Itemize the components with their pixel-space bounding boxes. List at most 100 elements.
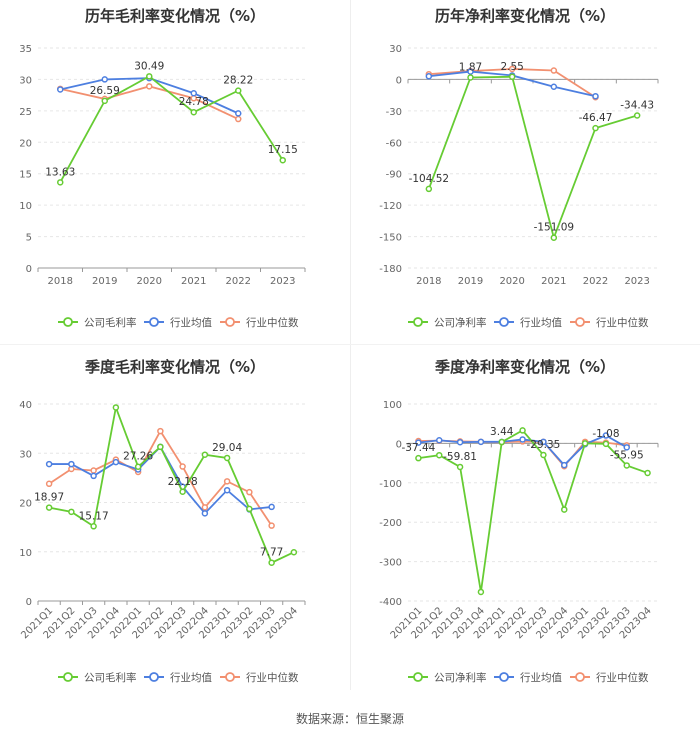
data-point-company <box>456 463 464 471</box>
y-tick-label: -60 <box>386 138 402 149</box>
x-tick-label: 2021 <box>181 276 206 287</box>
data-point-company <box>498 438 505 446</box>
y-tick-label: -150 <box>379 233 402 244</box>
data-label: -34.43 <box>620 99 654 111</box>
data-point-company <box>68 508 75 516</box>
x-tick-label: 2022 <box>226 276 251 287</box>
data-point-industry_median <box>235 115 242 123</box>
data-point-company <box>101 97 108 105</box>
y-tick-label: 0 <box>26 597 32 608</box>
legend-marker-industry_avg <box>149 672 159 682</box>
y-tick-label: 40 <box>19 400 32 411</box>
data-point-industry_avg <box>519 436 526 443</box>
y-tick-label: 10 <box>19 201 32 212</box>
x-tick-label: 2018 <box>416 276 441 287</box>
chart-quarterly-net-margin: 季度净利率变化情况（%）-400-300-200-10001002021Q120… <box>379 358 659 684</box>
legend-marker-company <box>413 317 423 327</box>
x-tick-label: 2020 <box>137 276 162 287</box>
data-point-industry_avg <box>90 472 97 480</box>
data-point-company <box>623 462 630 469</box>
data-point-industry_median <box>45 480 53 488</box>
data-point-industry_median <box>550 67 558 74</box>
y-tick-label: 30 <box>389 44 402 55</box>
y-tick-label: 20 <box>19 499 32 510</box>
vertical-divider <box>350 0 351 690</box>
legend-label-company: 公司毛利率 <box>84 671 137 684</box>
data-point-industry_median <box>201 504 209 511</box>
data-point-company <box>223 454 231 462</box>
legend-marker-industry_median <box>225 317 235 327</box>
data-label: 1.87 <box>459 61 482 73</box>
data-point-company <box>268 559 275 566</box>
data-point-industry_avg <box>623 444 630 451</box>
data-point-company <box>415 454 422 462</box>
data-point-industry_median <box>90 467 97 474</box>
data-point-industry_avg <box>540 438 547 446</box>
data-point-company <box>581 440 589 447</box>
data-point-industry_median <box>268 522 275 529</box>
data-point-industry_median <box>179 463 186 470</box>
y-tick-label: -30 <box>386 107 402 118</box>
legend-label-company: 公司毛利率 <box>84 316 137 329</box>
data-source-note: 数据来源：恒生聚源 <box>295 712 404 726</box>
data-point-industry_median <box>146 83 153 90</box>
data-point-company <box>279 156 286 164</box>
x-tick-label: 2019 <box>92 276 117 287</box>
data-point-company <box>561 506 568 513</box>
data-point-company <box>179 488 186 496</box>
data-point-industry_avg <box>57 86 64 93</box>
y-tick-label: -90 <box>386 170 402 181</box>
data-label: 26.59 <box>90 85 120 97</box>
data-point-company <box>290 548 298 556</box>
data-point-company <box>436 451 443 459</box>
data-point-industry_avg <box>112 458 120 466</box>
y-tick-label: 20 <box>19 138 32 149</box>
legend-marker-industry_median <box>575 317 585 327</box>
data-label: 29.04 <box>212 442 242 454</box>
data-label: 27.26 <box>123 451 153 463</box>
data-point-industry_median <box>508 65 516 73</box>
data-point-industry_avg <box>467 68 474 75</box>
legend-label-industry_median: 行业中位数 <box>246 316 299 329</box>
data-label: -46.47 <box>579 112 613 124</box>
horizontal-divider <box>0 344 700 345</box>
legend-label-industry_avg: 行业均值 <box>170 671 212 684</box>
data-point-industry_avg <box>68 460 75 468</box>
data-point-industry_avg <box>190 90 197 97</box>
series-line-company <box>59 75 284 183</box>
data-point-company <box>550 234 558 241</box>
y-tick-label: 0 <box>396 439 402 450</box>
data-label: 17.15 <box>268 144 298 156</box>
data-label: 3.44 <box>490 426 514 438</box>
legend-marker-industry_avg <box>149 317 159 327</box>
chart-title: 历年净利率变化情况（%） <box>435 7 615 25</box>
data-point-industry_avg <box>602 432 610 439</box>
data-point-industry_avg <box>268 503 275 511</box>
data-point-industry_avg <box>592 92 599 100</box>
data-point-industry_avg <box>45 460 53 468</box>
series-line-industry_avg <box>49 445 272 515</box>
data-point-company <box>592 124 599 132</box>
data-label: 18.97 <box>34 492 64 504</box>
chart-title: 季度毛利率变化情况（%） <box>85 358 265 376</box>
data-label: 2.55 <box>500 61 523 73</box>
legend-marker-industry_avg <box>499 317 509 327</box>
x-tick-label: 2023 <box>624 276 649 287</box>
data-point-industry_avg <box>223 486 231 494</box>
y-tick-label: 30 <box>19 449 32 460</box>
data-point-industry_median <box>246 488 253 496</box>
series-line-company <box>48 404 295 564</box>
data-label: 13.63 <box>45 166 75 178</box>
data-point-company <box>57 179 64 186</box>
x-tick-label: 2018 <box>48 276 73 287</box>
data-point-industry_avg <box>477 438 485 446</box>
data-point-industry_avg <box>425 73 433 80</box>
y-tick-label: 5 <box>26 233 32 244</box>
data-point-company <box>235 87 242 94</box>
data-point-company <box>508 73 516 81</box>
data-label: 24.78 <box>179 96 209 108</box>
data-label: -1.08 <box>592 428 619 440</box>
data-label: -29.35 <box>526 439 560 451</box>
y-tick-label: 35 <box>19 44 32 55</box>
data-point-industry_avg <box>561 461 568 469</box>
